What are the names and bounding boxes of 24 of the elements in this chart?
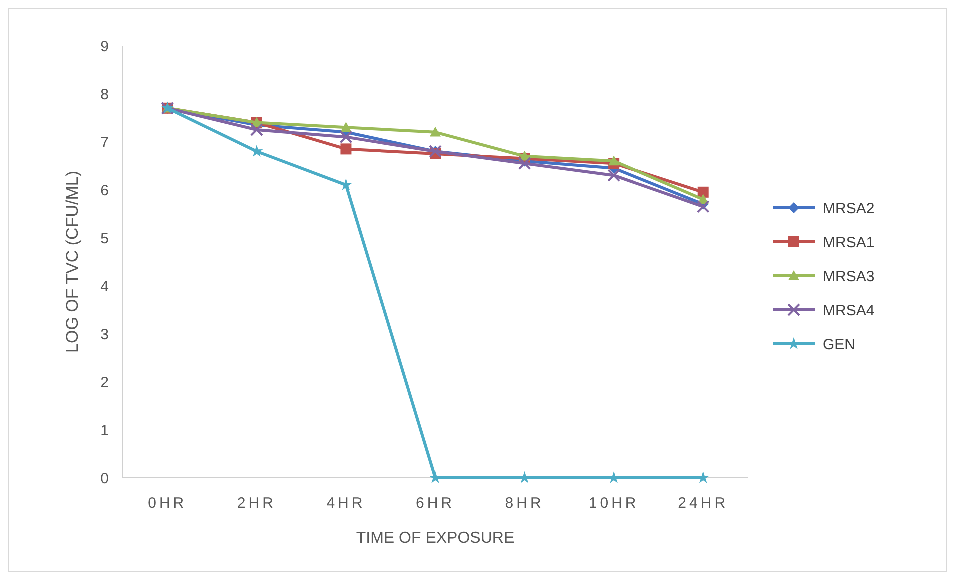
legend-label: GEN bbox=[823, 336, 856, 354]
x-tick-label: 2HR bbox=[237, 495, 276, 512]
x-tick-label: 24HR bbox=[678, 495, 729, 512]
x-tick-label: 8HR bbox=[505, 495, 544, 512]
x-tick-label: 4HR bbox=[326, 495, 366, 512]
x-tick-label: 10HR bbox=[588, 495, 640, 512]
legend-label: MRSA1 bbox=[823, 234, 875, 252]
y-tick-label: 7 bbox=[100, 134, 109, 152]
y-tick-label: 6 bbox=[100, 182, 109, 200]
legend-label: MRSA3 bbox=[823, 268, 875, 286]
y-tick-label: 8 bbox=[100, 86, 109, 104]
y-axis-title: LOG OF TVC (CFU/ML) bbox=[63, 171, 82, 353]
y-tick-label: 1 bbox=[100, 422, 109, 440]
y-tick-label: 0 bbox=[100, 470, 109, 488]
y-tick-label: 2 bbox=[100, 374, 109, 392]
y-tick-label: 4 bbox=[100, 278, 109, 296]
legend-label: MRSA4 bbox=[823, 302, 875, 320]
y-tick-label: 5 bbox=[100, 230, 109, 248]
x-tick-label: 6HR bbox=[416, 495, 456, 512]
y-tick-label: 3 bbox=[100, 326, 109, 344]
x-axis-title: TIME OF EXPOSURE bbox=[356, 530, 515, 547]
legend-label: MRSA2 bbox=[823, 200, 875, 218]
x-tick-label: 0HR bbox=[148, 495, 188, 512]
y-tick-label: 9 bbox=[100, 38, 109, 56]
